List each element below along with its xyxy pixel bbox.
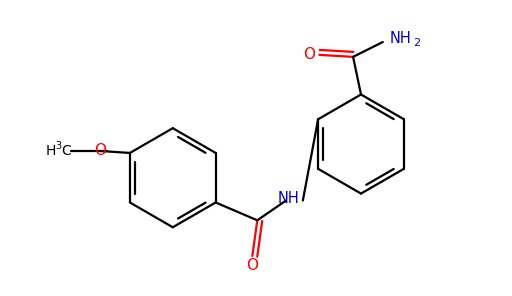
- Text: O: O: [246, 258, 259, 274]
- Text: 2: 2: [413, 38, 420, 48]
- Text: C: C: [61, 144, 71, 158]
- Text: NH: NH: [390, 30, 412, 46]
- Text: H: H: [46, 144, 56, 158]
- Text: 3: 3: [55, 141, 61, 151]
- Text: O: O: [304, 47, 315, 62]
- Text: O: O: [94, 144, 106, 158]
- Text: NH: NH: [278, 191, 300, 206]
